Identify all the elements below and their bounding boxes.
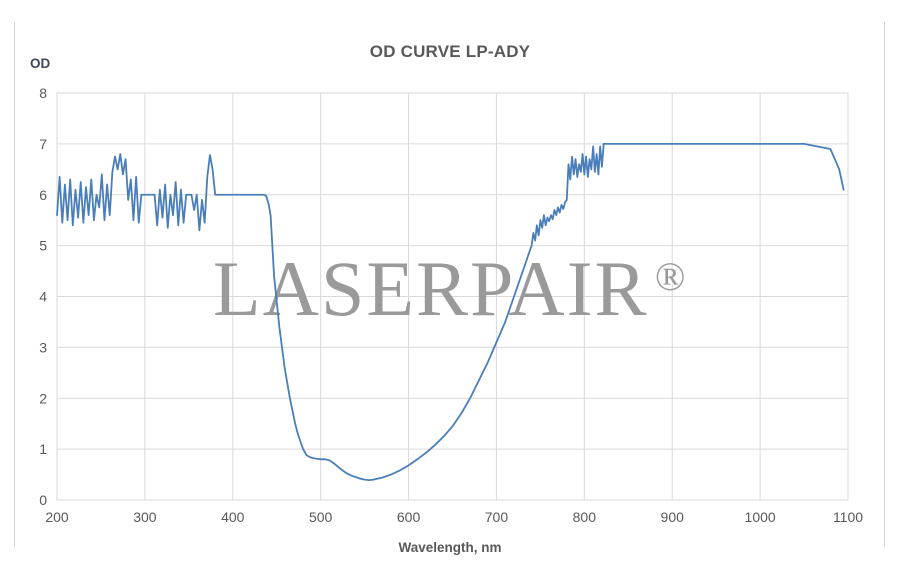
y-tick-label: 2	[39, 390, 47, 406]
x-tick-label: 1100	[833, 509, 863, 525]
page-right-rule	[884, 22, 885, 547]
y-tick-label: 7	[39, 136, 47, 152]
page-left-rule	[14, 22, 15, 547]
x-tick-label: 500	[309, 509, 333, 525]
x-tick-label: 400	[221, 509, 245, 525]
x-tick-label: 600	[397, 509, 421, 525]
x-tick-label: 900	[661, 509, 685, 525]
x-axis-tick-labels: 200 300 400 500 600 700 800 900 1000 1100	[45, 509, 863, 525]
series-layer	[56, 142, 845, 482]
x-tick-label: 300	[133, 509, 157, 525]
y-tick-label: 1	[39, 441, 47, 457]
y-axis-title: OD	[30, 56, 51, 71]
y-tick-label: 3	[39, 339, 47, 355]
grid-layer	[56, 92, 849, 501]
x-tick-label: 800	[573, 509, 597, 525]
y-tick-label: 0	[39, 492, 47, 508]
od-curve-line	[56, 142, 845, 482]
y-tick-label: 5	[39, 238, 47, 254]
watermark-label: LASERPAIR	[213, 245, 649, 332]
x-axis-title: Wavelength, nm	[398, 540, 502, 555]
y-axis-tick-labels: 8 7 6 5 4 3 2 1 0	[39, 85, 47, 508]
x-tick-label: 1000	[745, 509, 776, 525]
x-tick-label: 200	[45, 509, 69, 525]
y-tick-label: 8	[39, 85, 47, 101]
x-tick-label: 700	[485, 509, 509, 525]
vertical-gridlines	[144, 93, 761, 500]
y-tick-label: 6	[39, 187, 47, 203]
watermark-layer: LASERPAIR ®	[213, 245, 685, 332]
y-tick-label: 4	[39, 289, 47, 305]
chart-title: OD CURVE LP-ADY	[369, 42, 531, 61]
watermark-registered-icon: ®	[655, 254, 685, 299]
plot-area-border	[56, 92, 849, 501]
